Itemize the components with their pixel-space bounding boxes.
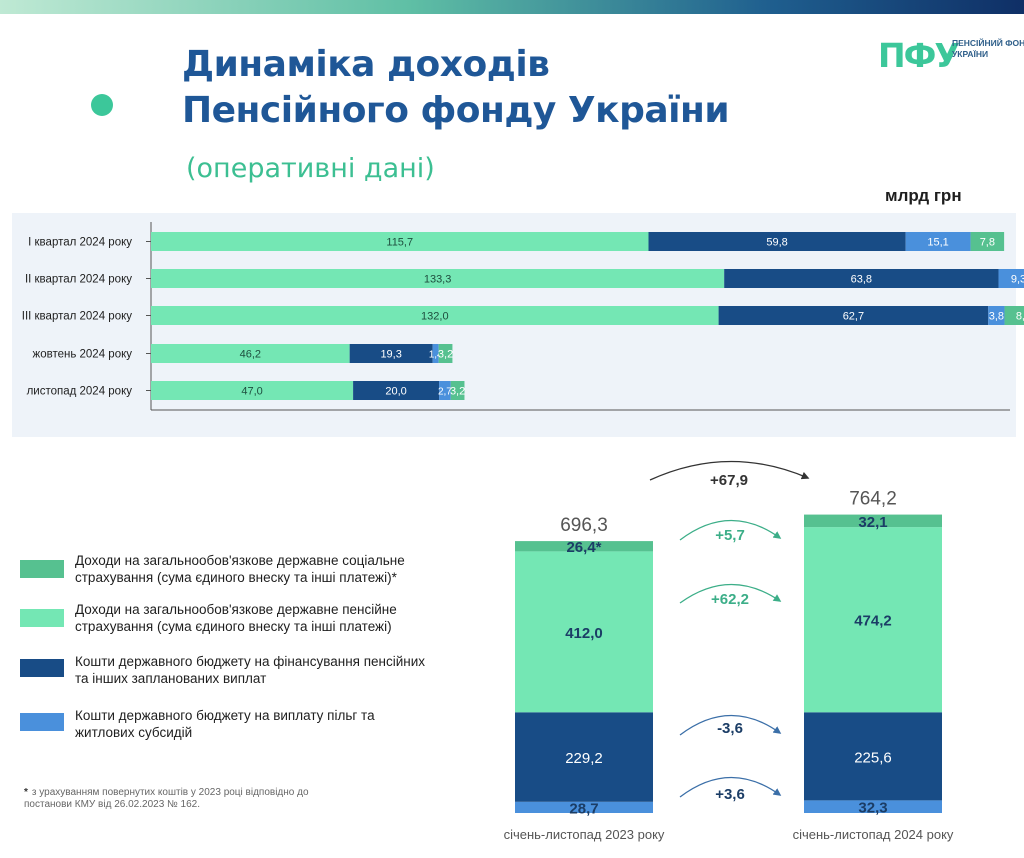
data-label: 19,3: [380, 349, 401, 361]
change-label-pension_insurance: +62,2: [711, 591, 749, 608]
column-total-label: 696,3: [560, 515, 608, 536]
bar-segment-state_budget_subsidies: [432, 344, 439, 363]
bar-segment-social_insurance: [970, 232, 1005, 251]
data-label: 46,2: [240, 349, 261, 361]
bar-segment-social_insurance: [438, 344, 453, 363]
bar-segment-social_insurance: [1004, 306, 1024, 325]
bar-segment-pension_insurance: [151, 381, 354, 400]
change-label-social_insurance: +5,7: [715, 527, 745, 544]
top-gradient-bar: [0, 0, 1024, 14]
decorative-dot: [91, 94, 113, 116]
data-label: 59,8: [766, 237, 787, 249]
column-segment-state_budget_subsidies: [515, 801, 653, 813]
column-data-label: 229,2: [565, 750, 603, 767]
legend-label-pension-insurance: Доходи на загальнообов'язкове державне п…: [75, 602, 397, 634]
data-label: 20,0: [385, 386, 406, 398]
column-data-label: 32,3: [858, 800, 887, 817]
legend-swatch-state-budget-pensions: [20, 659, 64, 677]
category-label: ІІІ квартал 2024 року: [22, 311, 132, 323]
column-total-label: 764,2: [849, 489, 897, 510]
data-label: 8,8: [1016, 311, 1024, 323]
legend-label-social-insurance: Доходи на загальнообов'язкове державне с…: [75, 553, 405, 585]
data-label: 15,1: [927, 237, 948, 249]
page-title-line-1: Динаміка доходів: [182, 44, 550, 85]
column-data-label: 32,1: [858, 514, 887, 531]
data-label: 133,3: [424, 274, 452, 286]
legend-swatch-state-budget-subsidies: [20, 713, 64, 731]
column-data-label: 225,6: [854, 749, 892, 766]
change-arrow-state_budget_pensions: [679, 714, 782, 736]
bar-segment-state_budget_pensions: [718, 306, 989, 325]
column-segment-pension_insurance: [515, 551, 653, 713]
data-label: 63,8: [851, 274, 872, 286]
bar-segment-state_budget_subsidies: [905, 232, 971, 251]
footnote: * з урахуванням повернутих коштів у 2023 …: [24, 787, 344, 811]
column-data-label: 474,2: [854, 613, 892, 630]
unit-label: млрд грн: [885, 186, 962, 205]
category-label: листопад 2024 року: [27, 386, 133, 398]
change-arrow-social_insurance: [679, 519, 782, 541]
bar-segment-state_budget_pensions: [353, 381, 440, 400]
footnote-text: з урахуванням повернутих коштів у 2023 р…: [24, 787, 309, 810]
bar-segment-state_budget_pensions: [724, 269, 999, 288]
change-arrow-state_budget_subsidies: [679, 776, 782, 798]
data-label: 2,7: [438, 387, 452, 398]
change-label-state_budget_subsidies: +3,6: [715, 786, 745, 803]
data-label: 1,4: [429, 350, 443, 361]
data-label: 3,2: [450, 386, 465, 398]
bar-segment-pension_insurance: [151, 269, 725, 288]
change-arrow-pension_insurance: [679, 583, 782, 604]
column-data-label: 412,0: [565, 625, 603, 642]
legend-swatch-pension-insurance: [20, 609, 64, 627]
category-label: І квартал 2024 року: [28, 237, 132, 249]
column-category-label: січень-листопад 2024 року: [793, 827, 954, 842]
bar-segment-state_budget_pensions: [648, 232, 906, 251]
change-label-total: +67,9: [710, 472, 748, 489]
data-label: 132,0: [421, 311, 449, 323]
data-label: 47,0: [241, 386, 262, 398]
legend-label-state-budget-subsidies: Кошти державного бюджету на виплату піль…: [75, 708, 375, 740]
column-category-label: січень-листопад 2023 року: [504, 827, 665, 842]
data-label: 115,7: [386, 237, 413, 249]
column-data-label: 26,4*: [566, 539, 601, 556]
bar-segment-state_budget_subsidies: [988, 306, 1005, 325]
change-label-state_budget_pensions: -3,6: [717, 720, 743, 737]
column-segment-state_budget_pensions: [804, 712, 942, 801]
column-segment-state_budget_pensions: [515, 712, 653, 802]
data-label: 9,3: [1011, 274, 1024, 286]
bar-segment-state_budget_pensions: [349, 344, 433, 363]
page-subtitle: (оперативні дані): [186, 153, 435, 184]
logo-mark: ПФУ: [878, 36, 960, 75]
bar-segment-social_insurance: [450, 381, 465, 400]
column-segment-social_insurance: [804, 514, 942, 528]
bar-segment-pension_insurance: [151, 232, 649, 251]
page-title: Динаміка доходів Пенсійного фонду Україн…: [182, 42, 730, 134]
logo-text: ПЕНСІЙНИЙ ФОНД УКРАЇНИ: [952, 38, 1024, 59]
bar-segment-pension_insurance: [151, 306, 719, 325]
data-label: 7,8: [980, 237, 995, 249]
footnote-star: *: [24, 787, 28, 798]
column-segment-social_insurance: [515, 541, 653, 552]
bar-segment-state_budget_subsidies: [998, 269, 1024, 288]
category-label: жовтень 2024 року: [33, 349, 133, 361]
legend-swatch-social-insurance: [20, 560, 64, 578]
page-title-line-2: Пенсійного фонду України: [182, 90, 730, 131]
data-label: 3,8: [989, 311, 1004, 323]
legend-label-state-budget-pensions: Кошти державного бюджету на фінансування…: [75, 654, 426, 686]
column-segment-state_budget_subsidies: [804, 800, 942, 813]
category-label: ІІ квартал 2024 року: [25, 274, 132, 286]
change-arrow-total: [649, 460, 810, 481]
column-data-label: 28,7: [569, 800, 598, 817]
bar-segment-pension_insurance: [151, 344, 350, 363]
data-label: 62,7: [843, 311, 864, 323]
column-segment-pension_insurance: [804, 527, 942, 713]
bar-segment-state_budget_subsidies: [439, 381, 451, 400]
data-label: 3,2: [438, 349, 453, 361]
